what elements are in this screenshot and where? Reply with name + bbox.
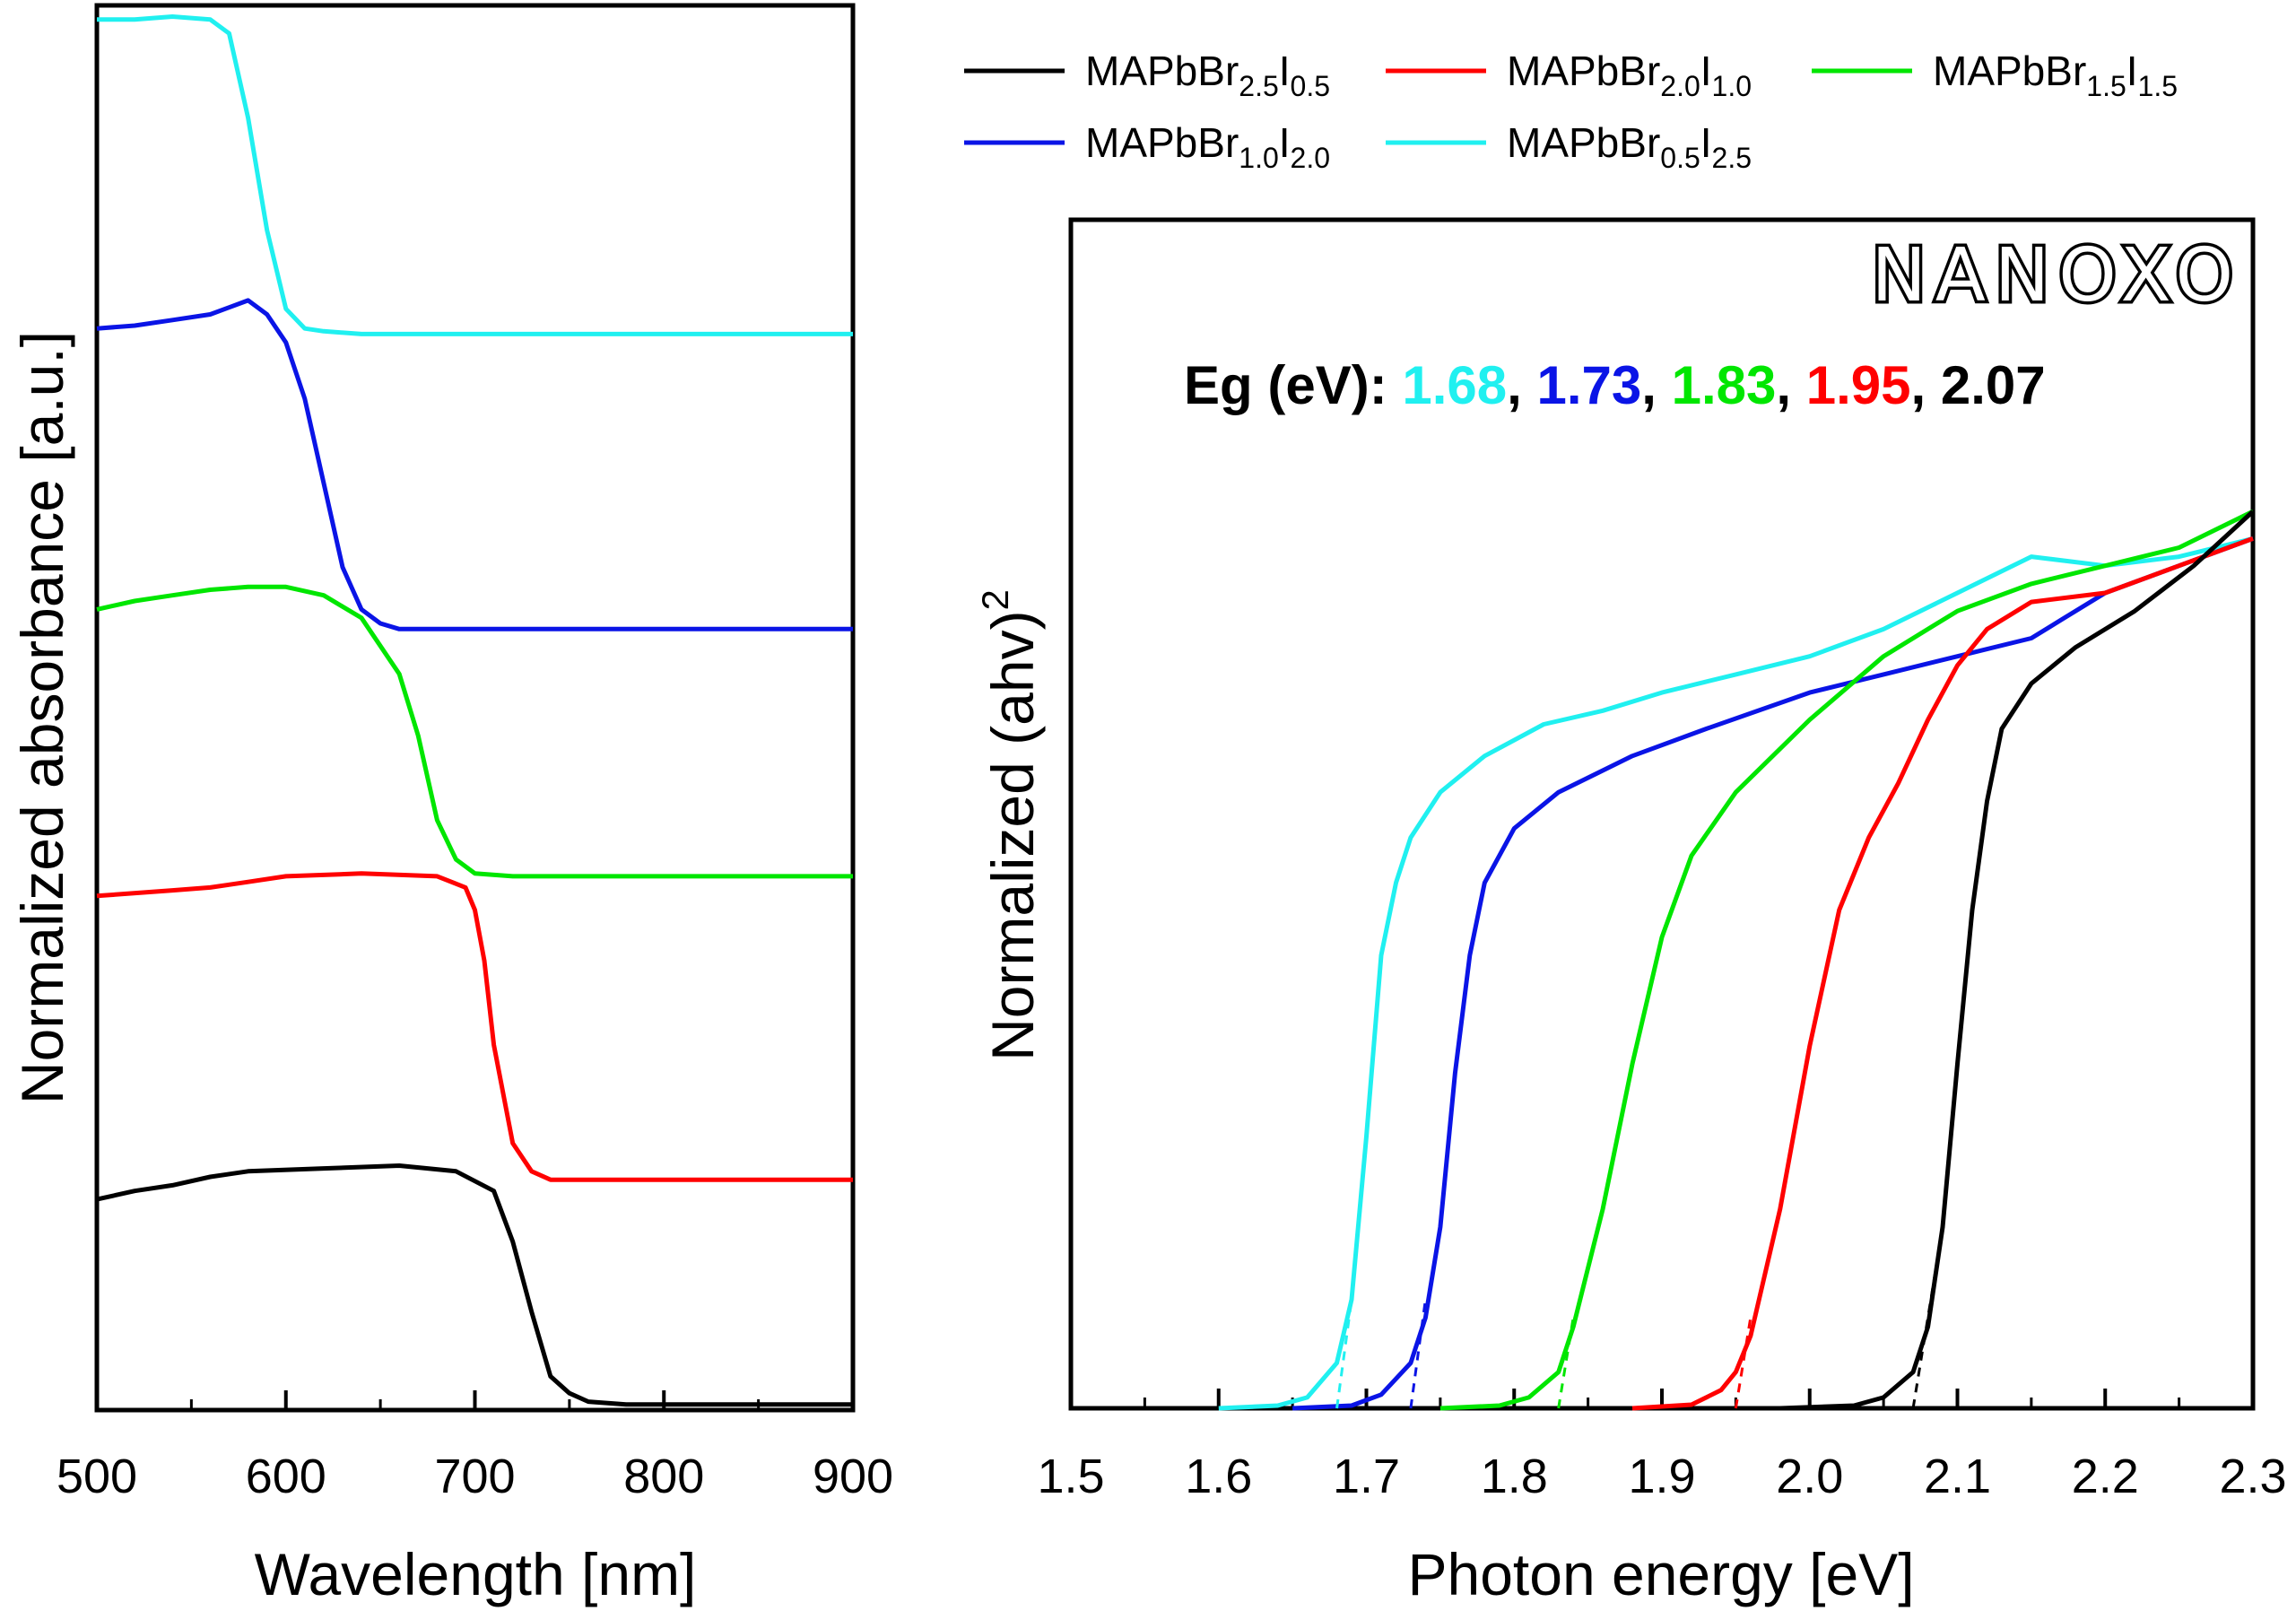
eg-separator: , [1641,355,1671,415]
legend-label-sub: 2.5 [1712,142,1752,174]
legend-label-sub: 2.0 [1291,142,1330,174]
legend-label-sub: 1.5 [2138,70,2178,102]
left-x-tick-label: 600 [246,1450,326,1503]
legend-label: MAPbBr1.0I2.0 [1085,119,1330,174]
legend-label-mid: I [1700,119,1712,166]
legend-label: MAPbBr2.0I1.0 [1507,48,1752,102]
right-y-axis-title-sup: 2 [974,589,1016,610]
legend: MAPbBr2.5I0.5 MAPbBr2.0I1.0 MAPbBr1.5I1.5M… [964,48,2178,174]
legend-label-mid: I [1279,48,1291,94]
legend-label-sub: 2.0 [1660,70,1700,102]
right-x-ticks: 1.5 1.6 1.7 1.8 1.9 2.0 2.1 2.2 2.3 [1037,1389,2287,1503]
right-x-tick-label: 2.0 [1776,1450,1843,1503]
right-x-tick-label: 2.1 [1924,1450,1991,1503]
legend-label-sub: 1.5 [2086,70,2126,102]
legend-label-sub: 0.5 [1291,70,1330,102]
absorbance-series-red [96,871,853,1182]
right-x-tick-label: 1.6 [1185,1450,1252,1503]
left-series-group [96,14,853,1407]
absorbance-panel: 500 600 700 800 900 Wavelength [nm] Normaliz… [9,3,893,1607]
legend-label-base: MAPbBr [1085,48,1239,94]
absorbance-series-green [96,584,853,879]
left-x-ticks: 500 600 700 800 900 [57,1390,893,1503]
tauc-series-black [1779,509,2255,1411]
right-y-axis-title: Normalized (ahv)2 [974,589,1046,1061]
left-x-tick-label: 700 [434,1450,515,1503]
legend-label-sub: 2.5 [1239,70,1278,102]
legend-label-mid: I [2126,48,2138,94]
tauc-series-cyan [1218,536,2254,1411]
tangent-cyan [1335,1299,1353,1409]
legend-label-sub: 1.0 [1712,70,1752,102]
tauc-plot-panel: 1.5 1.6 1.7 1.8 1.9 2.0 2.1 2.2 2.3 Photon energ… [974,217,2287,1607]
left-plot-frame [94,3,856,1413]
bandgap-annotation: Eg (eV): 1.68, 1.73, 1.83, 1.95, 2.07 [1184,355,2046,415]
right-series-group [1218,509,2255,1411]
absorbance-series-black [96,1163,853,1407]
left-x-tick-label: 900 [813,1450,893,1503]
right-x-tick-label: 1.7 [1333,1450,1400,1503]
tangent-black [1911,1272,1937,1409]
eg-value-cyan: 1.68 [1402,355,1507,415]
left-x-tick-label: 800 [623,1450,704,1503]
left-y-axis-title: Normalized absorbance [a.u.] [9,331,75,1104]
legend-label: MAPbBr2.5I0.5 [1085,48,1330,102]
legend-label-base: MAPbBr [1507,48,1660,94]
nanoxo-logo: NANOXO [1871,233,2242,318]
eg-value-blue: 1.73 [1536,355,1641,415]
right-x-tick-label: 1.8 [1481,1450,1548,1503]
right-x-tick-label: 2.2 [2072,1450,2139,1503]
legend-label-sub: 1.0 [1239,142,1278,174]
right-x-tick-label: 2.3 [2219,1450,2286,1503]
right-x-axis-title: Photon energy [eV] [1407,1541,1914,1607]
legend-label-base: MAPbBr [1507,119,1660,166]
legend-label-mid: I [1700,48,1712,94]
legend-label-mid: I [1279,119,1291,166]
tauc-series-red [1631,536,2254,1411]
left-x-tick-label: 500 [57,1450,137,1503]
eg-separator: , [1776,355,1805,415]
eg-separator: , [1507,355,1536,415]
eg-value-red: 1.95 [1806,355,1911,415]
legend-label: MAPbBr1.5I1.5 [1933,48,2178,102]
absorbance-series-blue [96,298,853,631]
eg-prefix: Eg (eV): [1184,355,1402,415]
left-x-axis-title: Wavelength [nm] [255,1541,697,1607]
eg-separator: , [1911,355,1941,415]
legend-label-base: MAPbBr [1085,119,1239,166]
tauc-series-blue [1292,536,2254,1411]
right-x-tick-label: 1.9 [1628,1450,1695,1503]
tangent-blue [1409,1299,1427,1409]
eg-value-green: 1.83 [1672,355,1777,415]
absorbance-series-cyan [97,14,853,336]
tauc-series-green [1439,509,2255,1411]
legend-label-sub: 0.5 [1660,142,1700,174]
legend-label: MAPbBr0.5I2.5 [1507,119,1752,174]
legend-label-base: MAPbBr [1933,48,2086,94]
tangent-lines-group [1335,1272,1937,1409]
right-y-axis-title-base: Normalized (ahv) [979,610,1046,1060]
right-x-tick-label: 1.5 [1037,1450,1104,1503]
eg-value-black: 2.07 [1941,355,2046,415]
